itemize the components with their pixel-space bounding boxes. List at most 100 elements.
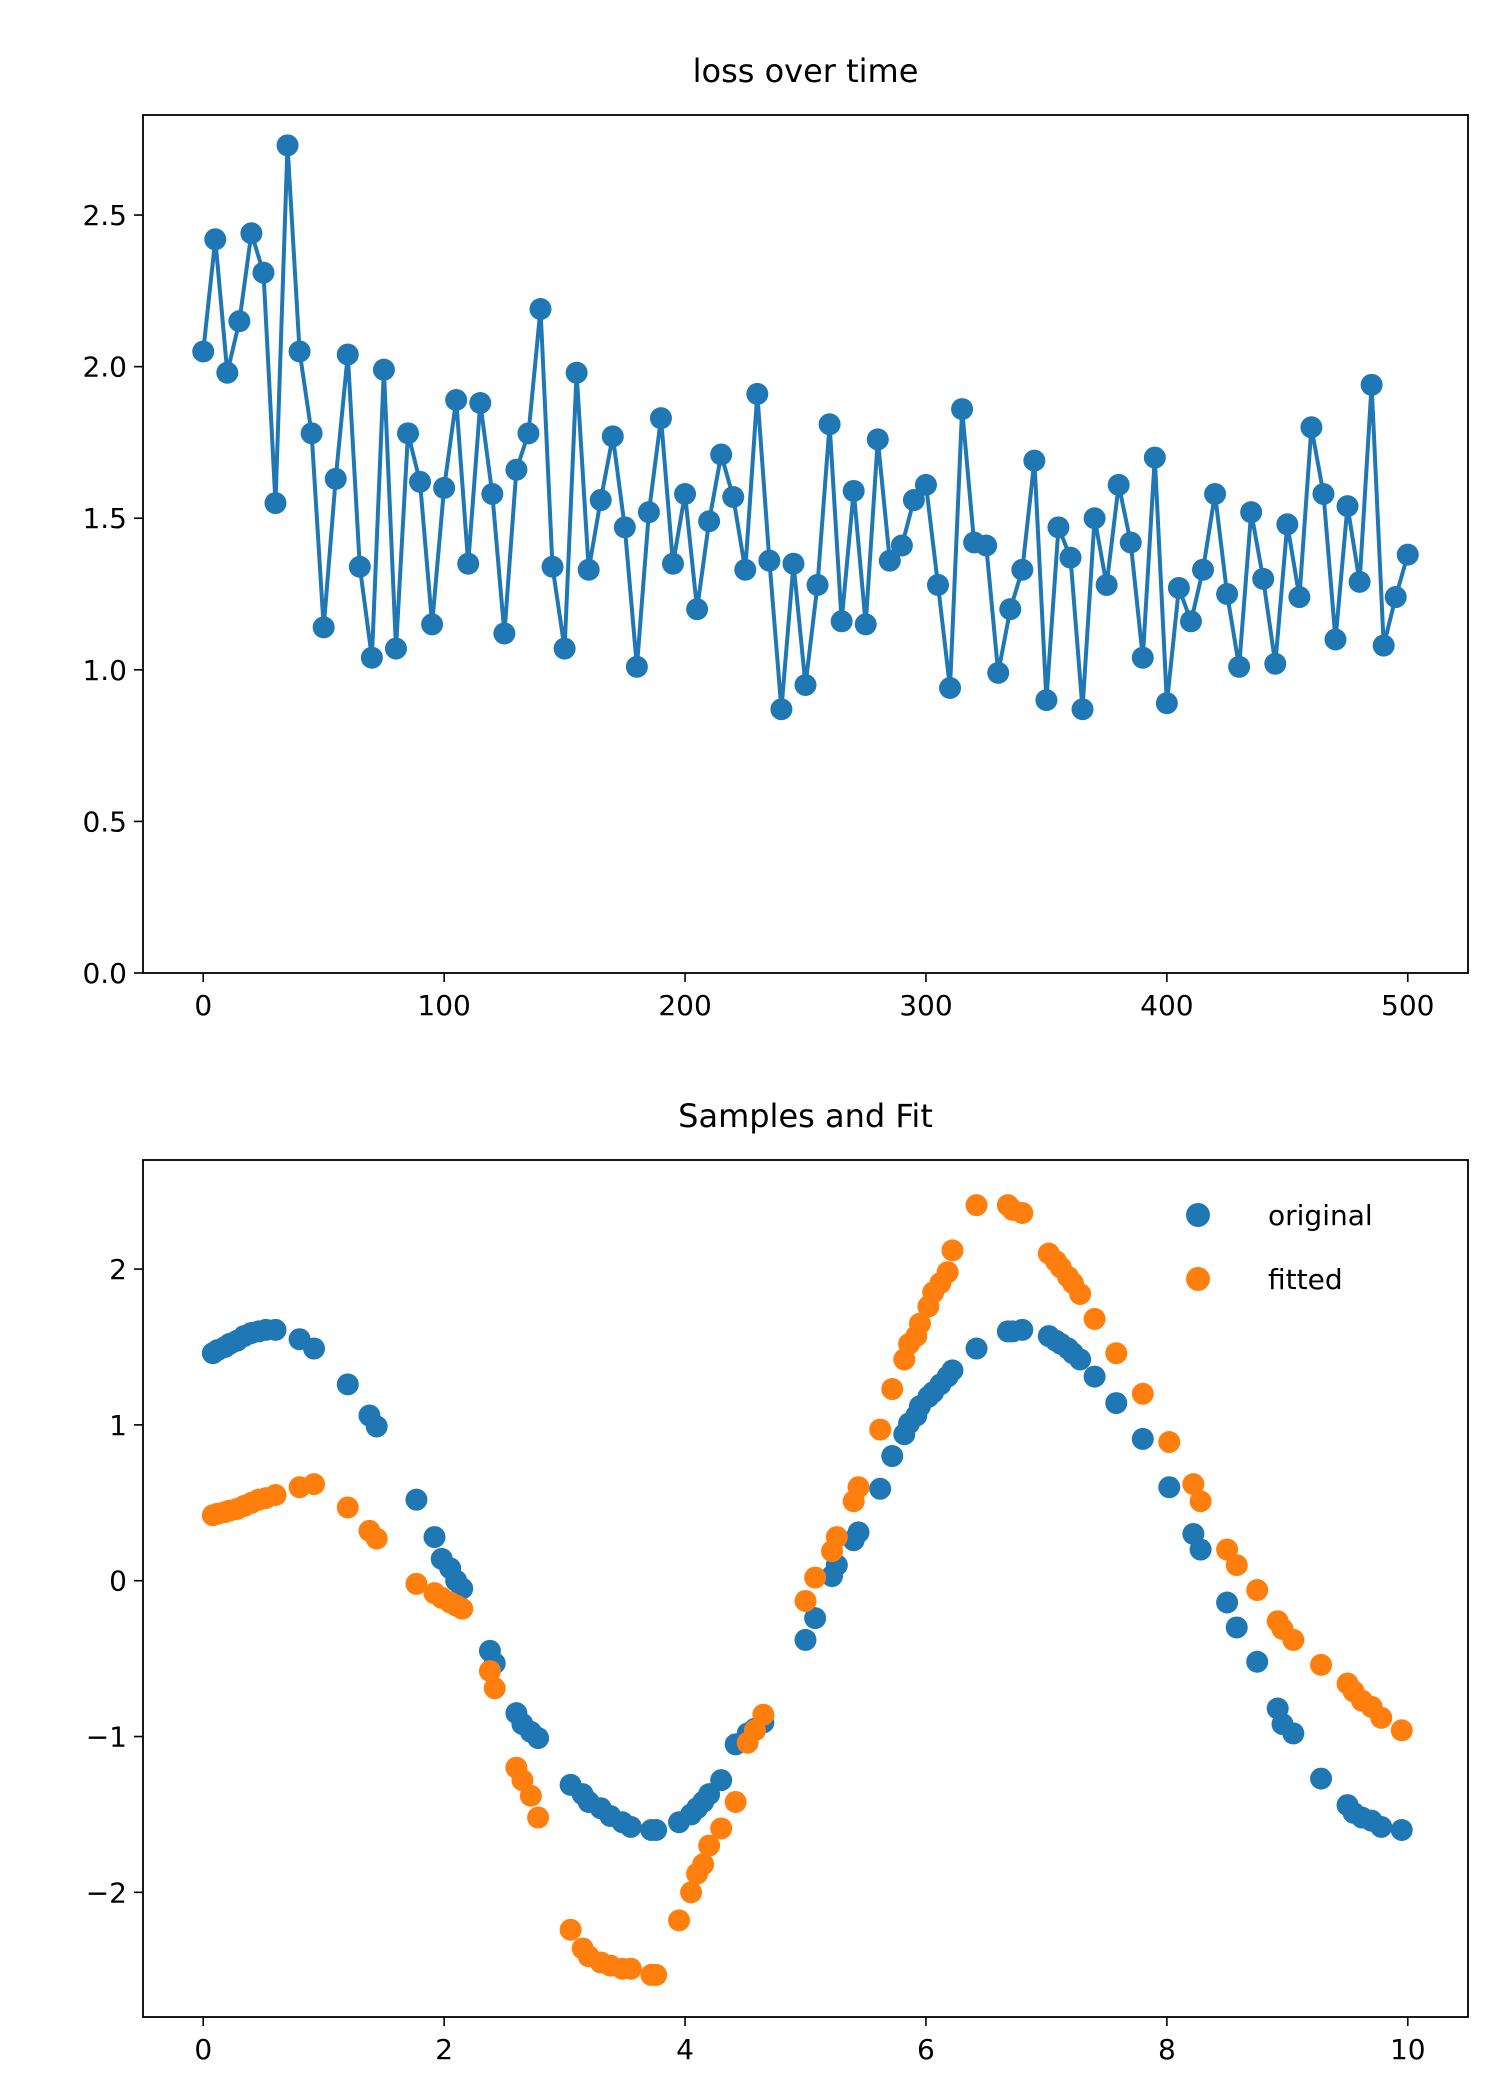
data-point	[724, 1790, 747, 1813]
data-point	[1225, 1554, 1248, 1577]
y-axis-ticks: 0.0 0.5 1.0 1.5 2.0 2.5	[82, 199, 143, 990]
data-point	[324, 467, 347, 490]
data-point	[645, 1963, 668, 1986]
data-point	[1396, 543, 1419, 566]
data-point	[469, 392, 492, 415]
legend-label-original: original	[1268, 1199, 1373, 1232]
data-point	[619, 1957, 642, 1980]
data-point	[1083, 1307, 1106, 1330]
data-point	[589, 489, 612, 512]
data-point	[825, 1526, 848, 1549]
data-point	[451, 1597, 474, 1620]
data-point	[483, 1677, 506, 1700]
plot-area	[201, 1194, 1413, 1986]
data-point	[336, 1373, 359, 1396]
data-point	[965, 1194, 988, 1217]
data-point	[384, 637, 407, 660]
data-point	[975, 534, 998, 557]
data-point	[854, 613, 877, 636]
data-point	[847, 1521, 870, 1544]
data-point	[1264, 652, 1287, 675]
data-point	[529, 298, 552, 321]
data-point	[1083, 507, 1106, 530]
data-point	[710, 443, 733, 466]
data-point	[668, 1909, 691, 1932]
data-point	[336, 343, 359, 366]
data-point	[890, 534, 913, 557]
data-point	[303, 1473, 326, 1496]
x-tick-label: 0	[194, 989, 212, 1022]
x-tick-label: 200	[658, 989, 711, 1022]
data-point	[559, 1918, 582, 1941]
legend: original fitted	[1186, 1199, 1373, 1296]
data-point	[601, 425, 624, 448]
data-point	[264, 492, 287, 515]
data-point	[869, 1418, 892, 1441]
data-point	[1105, 1342, 1128, 1365]
data-point	[517, 422, 540, 445]
data-point	[527, 1806, 550, 1829]
data-point	[613, 516, 636, 539]
data-point	[1246, 1579, 1269, 1602]
data-point	[908, 1312, 931, 1335]
data-point	[1059, 546, 1082, 569]
data-point	[505, 458, 528, 481]
data-point	[192, 340, 215, 363]
data-point	[1131, 1382, 1154, 1405]
axes-frame	[142, 1159, 1469, 2018]
data-point	[348, 555, 371, 578]
data-point	[936, 1261, 959, 1284]
data-point	[372, 358, 395, 381]
data-point	[527, 1727, 550, 1750]
data-point	[619, 1815, 642, 1838]
data-point	[1370, 1815, 1393, 1838]
data-point	[878, 549, 901, 572]
data-point	[804, 1566, 827, 1589]
loss-chart: loss over time 0 100 200 300 400 500 0.0 0.5 1.…	[82, 52, 1469, 1022]
data-point	[1047, 516, 1070, 539]
legend-label-fitted: fitted	[1268, 1263, 1343, 1296]
data-point	[1158, 1431, 1181, 1454]
legend-marker-fitted	[1186, 1267, 1210, 1291]
data-point	[1282, 1722, 1305, 1745]
y-tick-label: 0.0	[82, 957, 127, 990]
data-point	[1310, 1653, 1333, 1676]
data-point	[674, 482, 697, 505]
data-point	[951, 398, 974, 421]
data-point	[300, 422, 323, 445]
y-tick-label: 2.0	[82, 351, 127, 384]
legend-marker-original	[1186, 1203, 1210, 1227]
data-point	[842, 479, 865, 502]
data-point	[360, 646, 383, 669]
data-point	[710, 1769, 733, 1792]
data-point	[1071, 698, 1094, 721]
data-point	[818, 413, 841, 436]
y-tick-label: 1.5	[82, 502, 127, 535]
data-point	[722, 486, 745, 509]
data-point	[881, 1445, 904, 1468]
data-point	[734, 558, 757, 581]
data-point	[445, 388, 468, 411]
data-point	[1288, 586, 1311, 609]
chart-title: loss over time	[693, 52, 919, 90]
x-tick-label: 300	[899, 989, 952, 1022]
data-point	[1069, 1283, 1092, 1306]
data-point	[553, 637, 576, 660]
x-tick-label: 8	[1158, 2033, 1176, 2066]
data-point	[902, 489, 925, 512]
data-point	[493, 622, 516, 645]
data-point	[662, 552, 684, 575]
data-point	[698, 1834, 721, 1857]
data-point	[1324, 628, 1347, 651]
y-tick-label: 0.5	[82, 805, 127, 838]
data-point	[1011, 1318, 1034, 1341]
data-point	[1069, 1348, 1092, 1371]
data-point	[1225, 1616, 1248, 1639]
data-point	[1182, 1473, 1205, 1496]
data-point	[941, 1239, 964, 1262]
data-point	[433, 476, 456, 499]
samples-fit-chart: Samples and Fit 0 2 4 6 8 10 −2 −1 0 1 2 original…	[86, 1097, 1469, 2066]
data-point	[409, 470, 432, 493]
data-point	[1143, 446, 1166, 469]
